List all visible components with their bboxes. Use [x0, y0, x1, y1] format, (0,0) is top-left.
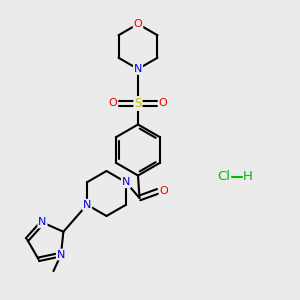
Text: N: N [122, 177, 130, 187]
Text: O: O [108, 98, 117, 109]
Text: N: N [83, 200, 91, 210]
Text: O: O [134, 19, 142, 29]
Text: N: N [134, 64, 142, 74]
Text: O: O [159, 186, 168, 196]
Text: N: N [38, 218, 46, 227]
Text: Cl: Cl [217, 170, 230, 184]
Text: N: N [57, 250, 65, 260]
Text: H: H [243, 170, 252, 184]
Text: O: O [159, 98, 168, 109]
Text: S: S [134, 97, 142, 110]
